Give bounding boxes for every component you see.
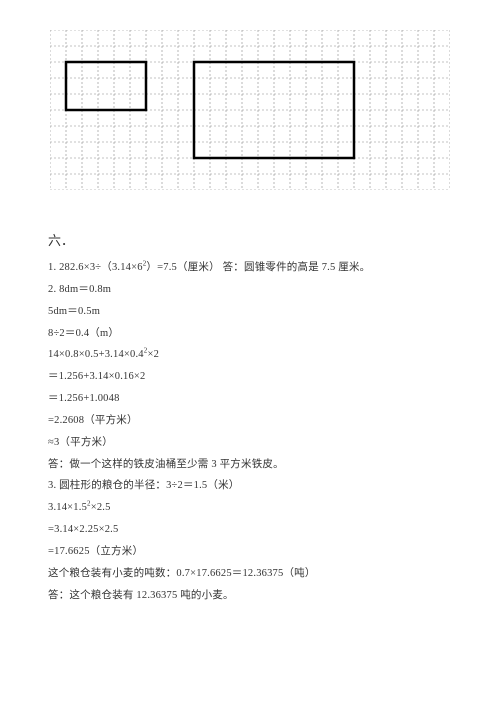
solution-line: 2. 8dm＝0.8m bbox=[48, 281, 452, 299]
solution-line: ＝1.256+1.0048 bbox=[48, 390, 452, 408]
grid-figure bbox=[50, 30, 450, 200]
solution-line: =17.6625（立方米） bbox=[48, 543, 452, 561]
solution-line: 这个粮仓装有小麦的吨数：0.7×17.6625＝12.36375（吨） bbox=[48, 565, 452, 583]
solution-line: =2.2608（平方米） bbox=[48, 412, 452, 430]
solution-line: 1. 282.6×3÷（3.14×62）=7.5（厘米） 答：圆锥零件的高是 7… bbox=[48, 259, 452, 277]
solution-line: ＝1.256+3.14×0.16×2 bbox=[48, 368, 452, 386]
solution-line: =3.14×2.25×2.5 bbox=[48, 521, 452, 539]
section-heading: 六． bbox=[48, 230, 452, 249]
solution-line: 8÷2＝0.4（m） bbox=[48, 325, 452, 343]
solution-line: 3.14×1.52×2.5 bbox=[48, 499, 452, 517]
solution-line: 5dm＝0.5m bbox=[48, 303, 452, 321]
solution-line: 答：做一个这样的铁皮油桶至少需 3 平方米铁皮。 bbox=[48, 456, 452, 474]
solution-line: ≈3（平方米） bbox=[48, 434, 452, 452]
solution-line: 答：这个粮仓装有 12.36375 吨的小麦。 bbox=[48, 587, 452, 605]
solution-line: 3. 圆柱形的粮仓的半径：3÷2＝1.5（米） bbox=[48, 477, 452, 495]
grid-svg bbox=[50, 30, 450, 190]
solution-line: 14×0.8×0.5+3.14×0.42×2 bbox=[48, 346, 452, 364]
